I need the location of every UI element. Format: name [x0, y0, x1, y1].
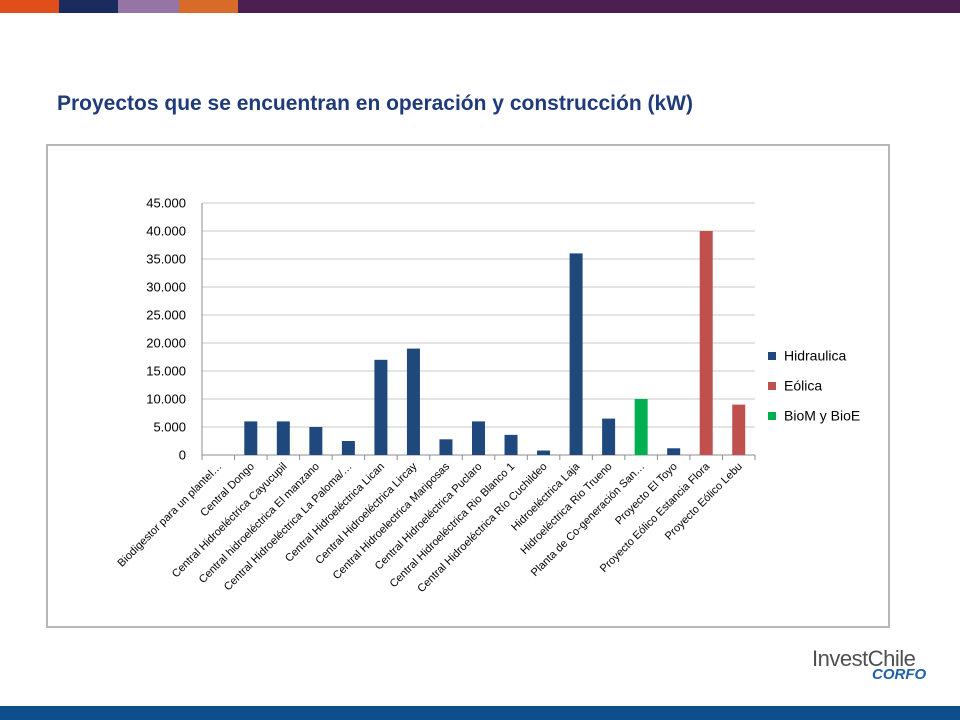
y-tick-label: 20.000	[146, 336, 186, 351]
legend-swatch	[768, 412, 776, 420]
logo-sub-text: CORFO	[872, 666, 927, 683]
bar	[406, 348, 420, 455]
band-segment-orange	[0, 0, 59, 13]
bottom-brand-band	[0, 706, 960, 720]
bar	[537, 450, 551, 455]
bar	[667, 448, 681, 455]
band-segment-lavender	[118, 0, 179, 13]
bar	[439, 439, 453, 455]
bar	[276, 421, 290, 455]
y-tick-label: 10.000	[146, 392, 186, 407]
legend-label: BioM y BioE	[784, 408, 860, 424]
y-tick-label: 5.000	[153, 420, 186, 435]
band-segment-navy	[59, 0, 118, 13]
y-tick-label: 30.000	[146, 280, 186, 295]
top-brand-band	[0, 0, 960, 13]
band-segment-plum	[238, 0, 960, 13]
y-tick-label: 35.000	[146, 252, 186, 267]
bar	[732, 404, 746, 455]
bar	[699, 231, 713, 455]
y-tick-label: 0	[179, 448, 186, 463]
legend-label: Hidraulica	[784, 348, 846, 364]
bar	[309, 427, 323, 455]
slide-title: Proyectos que se encuentran en operación…	[57, 92, 693, 115]
investchile-corfo-logo: InvestChile CORFO	[812, 646, 932, 694]
x-category-label: Central hidroeléctrica El manzano	[197, 461, 322, 586]
band-segment-amber	[179, 0, 238, 13]
chart-frame: 0 5.000 10.000 15.000 20.000 25.000 30.000 35.0…	[46, 144, 890, 628]
bar	[602, 418, 616, 455]
legend-swatch	[768, 352, 776, 360]
y-tick-label: 45.000	[146, 196, 186, 211]
y-tick-label: 25.000	[146, 308, 186, 323]
bar-chart: 0 5.000 10.000 15.000 20.000 25.000 30.000 35.0…	[116, 196, 861, 595]
bar	[569, 253, 583, 455]
y-tick-label: 15.000	[146, 364, 186, 379]
bar	[244, 421, 258, 455]
bar	[341, 441, 355, 455]
bar	[472, 421, 485, 455]
bar	[374, 359, 388, 455]
x-category-label: Central Hidroelectrica Mariposas	[331, 460, 453, 582]
logo-main-text: InvestChile	[812, 646, 916, 671]
legend-swatch	[768, 382, 776, 390]
bar	[634, 399, 648, 455]
y-tick-label: 40.000	[146, 224, 186, 239]
legend-label: Eólica	[784, 378, 822, 394]
bar	[504, 434, 518, 455]
